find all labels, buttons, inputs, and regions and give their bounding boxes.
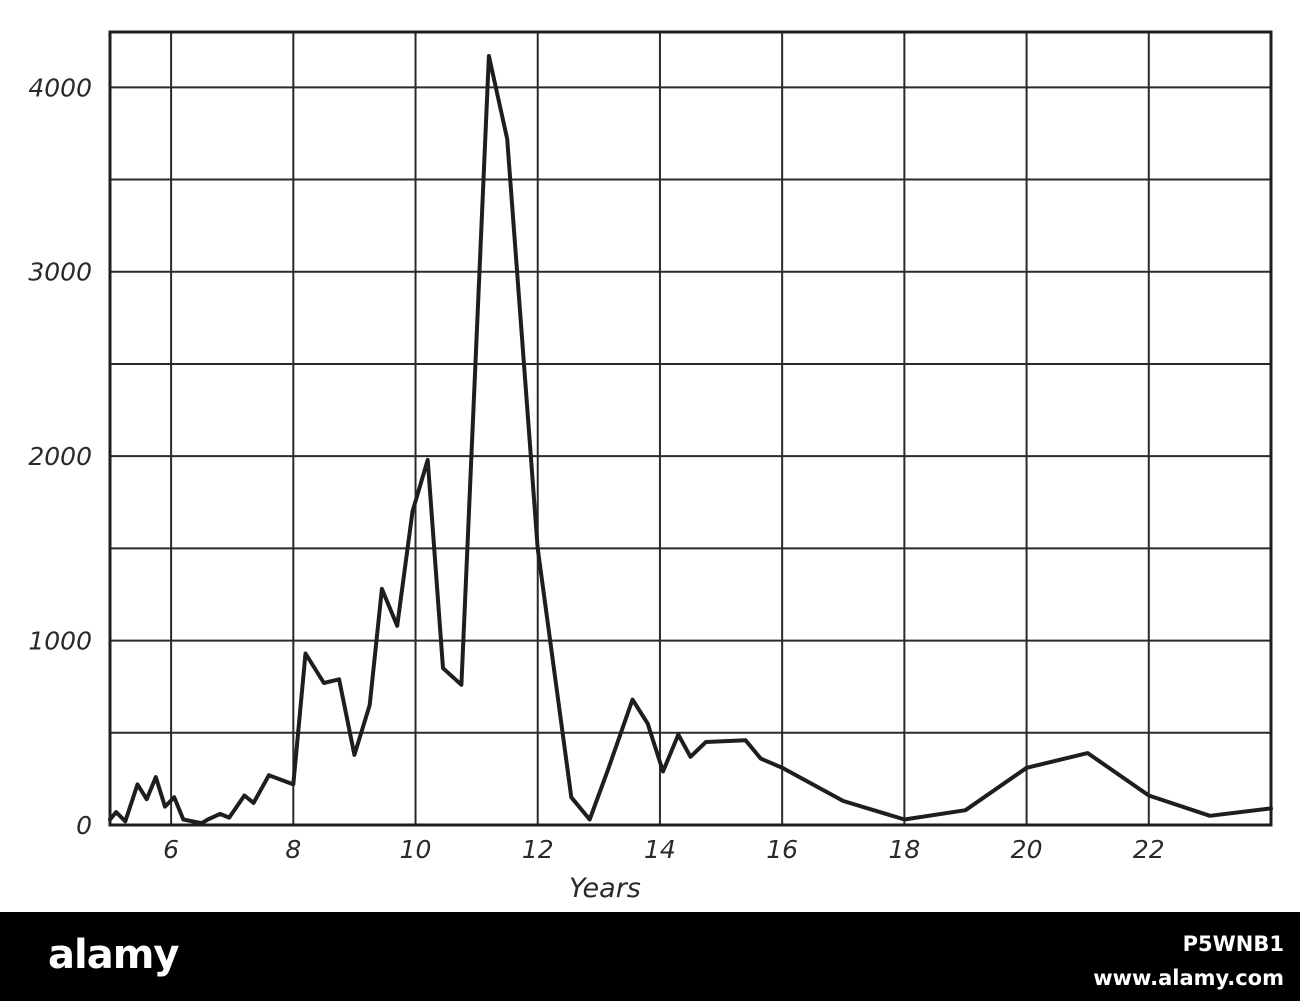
x-tick-label: 16 <box>766 835 798 864</box>
y-axis-ticks: 0 1000 2000 3000 4000 <box>28 73 92 840</box>
line-chart: 0 1000 2000 3000 4000 6 8 10 12 14 16 18 20 22 Years <box>28 30 1273 904</box>
x-tick-label: 22 <box>1133 835 1165 864</box>
x-tick-label: 18 <box>888 835 920 864</box>
y-tick-label: 4000 <box>28 73 92 102</box>
series-line-0 <box>108 54 1273 826</box>
x-tick-label: 6 <box>163 835 179 864</box>
brand-logo: alamy <box>48 932 179 978</box>
y-tick-label: 2000 <box>28 442 92 471</box>
grid-layer <box>110 32 1271 825</box>
y-tick-label: 1000 <box>28 627 92 656</box>
footer-banner: alamy P5WNB1 www.alamy.com <box>0 912 1300 1001</box>
watermark-url: www.alamy.com <box>1093 966 1284 990</box>
chart-area: 0 1000 2000 3000 4000 6 8 10 12 14 16 18 20 22 Years <box>28 30 1273 904</box>
series-layer <box>108 54 1273 826</box>
image-id-label: P5WNB1 <box>1182 932 1284 956</box>
x-tick-label: 8 <box>285 835 301 864</box>
x-tick-label: 10 <box>400 835 432 864</box>
x-axis-ticks: 6 8 10 12 14 16 18 20 22 <box>163 835 1165 864</box>
plot-frame <box>108 30 1273 827</box>
x-axis-title: Years <box>569 873 641 904</box>
y-tick-label: 3000 <box>28 258 92 287</box>
x-tick-label: 14 <box>644 835 676 864</box>
x-tick-label: 20 <box>1011 835 1043 864</box>
x-tick-label: 12 <box>522 835 554 864</box>
y-tick-label: 0 <box>76 811 92 840</box>
